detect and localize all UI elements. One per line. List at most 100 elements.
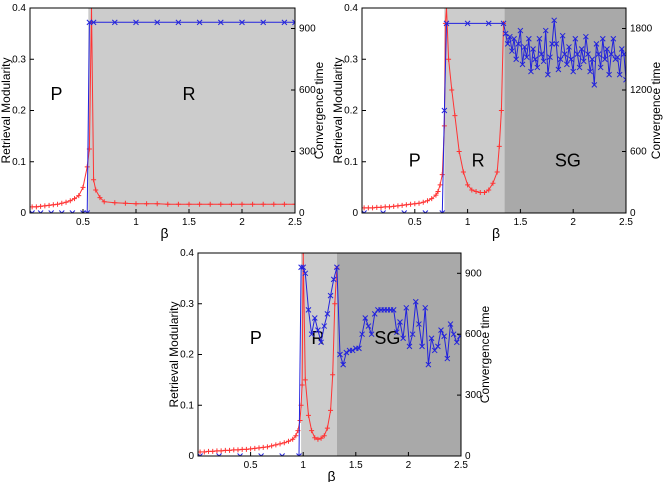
modularity-point [222,447,228,453]
modularity-point [498,108,504,113]
convergence-point [422,210,429,213]
convergence-point [439,210,446,213]
modularity-point [318,435,324,441]
y-right-tick-label: 600 [630,147,647,158]
y-right-tick-label: 600 [465,329,482,340]
region-sg-shade [504,8,626,213]
panel-top-right: P R SG0.5 1 1.5 2 2.500.10.20.30.4060012001800… [331,3,663,241]
y-left-tick-label: 0.3 [12,54,26,65]
modularity-point [210,448,216,454]
x-tick-label: 1.5 [182,217,196,228]
convergence-point [371,311,378,317]
x-tick-label: 2 [406,460,412,471]
modularity-point [433,192,439,198]
convergence-point [534,64,541,71]
modularity-point [330,372,336,378]
convergence-point [324,311,331,317]
modularity-point [328,407,334,413]
y-left-tick-label: 0.1 [12,157,26,168]
convergence-point [587,68,593,75]
convergence-point [409,331,416,338]
modularity-point [91,177,97,183]
convergence-point [443,20,450,27]
modularity-point [370,205,376,211]
region-label-r: R [472,151,485,171]
modularity-point [449,87,455,93]
modularity-point [374,204,380,210]
modularity-point [228,201,234,207]
convergence-point [602,56,608,63]
modularity-point [486,187,492,193]
y-left-tick-label: 0.2 [180,350,194,361]
x-tick-label: 1.5 [513,217,527,228]
convergence-point [623,76,626,83]
convergence-point [334,264,340,271]
modularity-point [72,196,78,202]
modularity-point [235,447,241,453]
convergence-point [300,264,307,271]
modularity-point [59,200,65,206]
convergence-point [343,349,350,356]
convergence-point [400,335,406,342]
y-right-axis-label: Convergence time [312,61,326,159]
convergence-point [453,339,460,346]
modularity-point [218,448,224,454]
convergence-point [485,20,492,27]
convergence-point [509,48,515,54]
modularity-point [243,446,249,452]
convergence-point [237,453,243,456]
y-left-axis-label: Retrieval Modularity [167,301,181,407]
modularity-point [465,182,471,188]
x-tick-label: 0.5 [76,217,90,228]
convergence-point [80,210,86,213]
convergence-point [444,355,451,362]
convergence-point [580,58,587,65]
modularity-point [416,200,422,206]
modularity-point [264,444,270,450]
convergence-series [198,264,461,456]
modularity-point [408,201,414,207]
modularity-point [332,301,338,307]
modularity-point [386,204,392,210]
convergence-point [519,61,526,68]
modularity-point [63,199,69,205]
panel-top-left: P R0.5 1 1.5 2 2.500.10.20.30.40300600900βRet… [0,3,326,241]
modularity-point [46,202,52,208]
convergence-point [564,61,570,68]
modularity-point [165,201,171,207]
modularity-point [443,8,449,11]
region-r-shade [444,8,505,213]
modularity-point [435,188,441,194]
convergence-point [500,20,507,27]
convergence-point [327,292,334,299]
convergence-point [593,41,600,47]
convergence-point [315,327,321,333]
convergence-point [340,361,347,368]
convergence-point [318,339,324,346]
convergence-point [216,453,222,456]
convergence-point [86,19,93,26]
convergence-point [532,56,539,63]
modularity-point [252,445,258,451]
convergence-point [523,54,530,61]
convergence-point [425,361,432,368]
convergence-point [111,19,118,26]
region-sg-shade [336,253,461,456]
modularity-point [399,202,405,208]
modularity-point [300,253,306,256]
x-tick-label: 2.5 [454,460,468,471]
convergence-point [296,453,302,456]
convergence-point [58,210,65,213]
modularity-point [378,204,384,210]
y-left-tick-label: 0.2 [12,106,26,117]
modularity-point [315,436,321,442]
modularity-point [206,448,212,454]
modularity-point [273,442,279,448]
modularity-point [446,56,452,62]
modularity-point [248,446,254,452]
x-tick-label: 2.5 [288,217,302,228]
modularity-point [469,187,475,193]
convergence-point [435,343,441,350]
modularity-point [218,201,224,207]
convergence-point [401,210,408,213]
